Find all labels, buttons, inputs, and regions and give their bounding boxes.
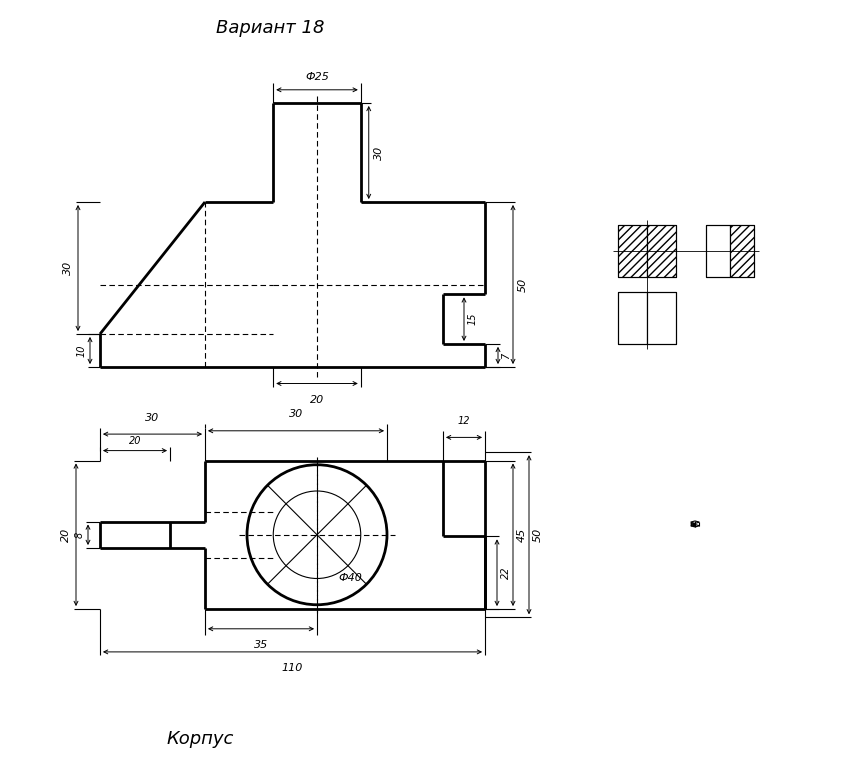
Bar xyxy=(647,292,676,344)
Bar xyxy=(618,292,647,344)
Bar xyxy=(618,225,647,277)
Text: 30: 30 xyxy=(374,146,384,160)
Text: 20: 20 xyxy=(129,436,141,446)
Text: Корпус: Корпус xyxy=(166,730,234,748)
Text: 110: 110 xyxy=(282,663,303,673)
Bar xyxy=(730,225,754,277)
Bar xyxy=(618,225,676,277)
Bar xyxy=(618,292,676,344)
Text: 15: 15 xyxy=(468,313,478,325)
Text: 30: 30 xyxy=(146,413,159,423)
Text: 20: 20 xyxy=(61,528,71,542)
Text: Ф25: Ф25 xyxy=(305,71,329,81)
Text: 7: 7 xyxy=(501,352,511,359)
Text: 30: 30 xyxy=(289,410,303,420)
Text: 8: 8 xyxy=(75,532,85,538)
Bar xyxy=(647,225,676,277)
Bar xyxy=(706,225,730,277)
Text: 10: 10 xyxy=(77,344,87,357)
Text: Вариант 18: Вариант 18 xyxy=(216,19,324,37)
Text: 50: 50 xyxy=(533,528,543,542)
Text: 45: 45 xyxy=(517,528,527,542)
Text: 50: 50 xyxy=(518,278,528,291)
Text: Ф40: Ф40 xyxy=(338,573,362,583)
Text: 35: 35 xyxy=(254,640,268,650)
Text: 12: 12 xyxy=(458,416,470,426)
Text: 30: 30 xyxy=(63,261,73,275)
Text: 22: 22 xyxy=(501,567,511,579)
Text: 20: 20 xyxy=(310,395,324,405)
Bar xyxy=(706,225,754,277)
